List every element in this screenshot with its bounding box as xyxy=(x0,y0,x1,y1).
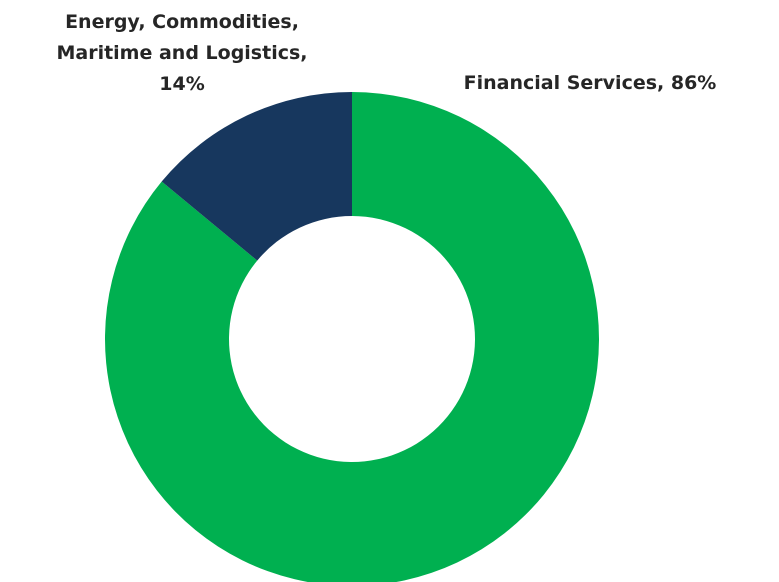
slice-label-line: Energy, Commodities, xyxy=(65,11,299,33)
slice-labels: Financial Services, 86% Energy, Commodit… xyxy=(56,11,716,95)
slice-label-energy-commodities: Energy, Commodities, Maritime and Logisti… xyxy=(56,11,307,95)
slice-label-line: Maritime and Logistics, xyxy=(56,42,307,64)
slice-label-line: 14% xyxy=(159,73,204,95)
slice-energy-commodities-maritime-and-logistics xyxy=(161,92,352,261)
donut-slices xyxy=(105,92,599,582)
slice-label-line: Financial Services, 86% xyxy=(464,72,717,94)
slice-financial-services xyxy=(105,92,599,582)
slice-label-financial-services: Financial Services, 86% xyxy=(464,72,717,94)
